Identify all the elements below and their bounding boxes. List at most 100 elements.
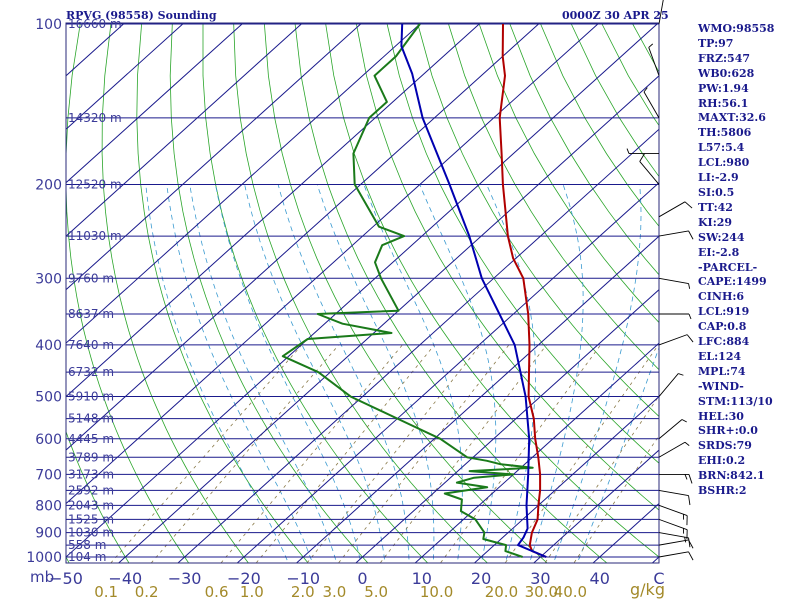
isotherm [236, 182, 659, 563]
moist-adiabats [145, 184, 659, 563]
isotherms [66, 23, 659, 563]
isotherm [177, 128, 659, 563]
dry-adiabat [66, 23, 190, 563]
temperature-tick-labels: −50 −40 −30 −20 −10 0 10 20 30 40 C [49, 569, 664, 588]
dry-adiabat [101, 23, 249, 563]
index-item: BRN:842.1 [698, 469, 765, 483]
isotherm [473, 395, 659, 563]
index-item: EL:124 [698, 349, 742, 363]
temperature-tick: −20 [227, 569, 261, 588]
dry-adiabat [169, 23, 369, 563]
mixing-ratio-tick: 20.0 [485, 583, 518, 600]
height-label: 2043 m [68, 498, 114, 512]
moist-adiabat [215, 184, 362, 563]
isotherm [66, 23, 304, 237]
pressure-tick-600: 600 [35, 432, 62, 448]
index-item: TT:42 [698, 200, 733, 214]
temperature-tick: −30 [168, 569, 202, 588]
isotherm [66, 23, 244, 184]
wind-barb [658, 489, 691, 506]
dry-adiabat [417, 23, 659, 417]
moist-adiabat [145, 184, 289, 563]
isotherm [414, 342, 659, 563]
index-item: STM:113/10 [698, 394, 773, 408]
index-item: PW:1.94 [698, 81, 749, 95]
isotherm [66, 23, 659, 558]
dry-adiabat [0, 24, 12, 568]
temperature-tick: 20 [471, 569, 491, 588]
index-item: CAP:0.8 [698, 320, 747, 334]
wind-barb [658, 0, 664, 25]
wind-barb [658, 334, 694, 346]
moist-adiabat [189, 184, 338, 563]
isotherm [66, 23, 482, 398]
pressure-tick-800: 800 [35, 498, 62, 514]
pressure-tick-500: 500 [35, 390, 62, 406]
sounding-traces [281, 23, 547, 558]
moist-adiabat [363, 184, 463, 563]
temperature-tick: −50 [49, 569, 83, 588]
indices-panel: WMO:98558 TP:97 FRZ:547 WB0:628 PW:1.94 RH:56… [698, 22, 798, 499]
mixing-ratio-tick: 0.2 [135, 583, 159, 600]
index-item: -PARCEL- [698, 260, 758, 274]
pressure-tick-100: 100 [35, 17, 62, 33]
index-item: CAPE:1499 [698, 275, 767, 289]
height-label: 16660 m [68, 17, 122, 31]
index-item: LI:-2.9 [698, 171, 739, 185]
plot-frame [65, 22, 660, 564]
height-label: 14320 m [68, 111, 122, 125]
temperature-tick: 30 [530, 569, 550, 588]
index-item: KI:29 [698, 215, 733, 229]
moist-adiabat [316, 184, 435, 563]
height-label: 11030 m [68, 229, 122, 243]
dry-adiabat [202, 24, 429, 563]
index-item: L57:5.4 [698, 141, 745, 155]
moist-adiabat [576, 346, 659, 563]
dry-adiabat [356, 23, 659, 511]
mixing-ratio-line [544, 395, 659, 563]
wind-barb [658, 441, 690, 458]
index-item: CINH:6 [698, 290, 745, 304]
dry-adiabat [509, 23, 659, 276]
index-item: EHI:0.2 [698, 454, 746, 468]
index-item: LCL:919 [698, 305, 750, 319]
pressure-tick-labels: 100 200 300 400 500 600 700 800 900 1000 [26, 17, 62, 566]
index-item: LFC:884 [698, 335, 750, 349]
height-label: 7640 m [68, 338, 114, 352]
height-label: 12520 m [68, 177, 122, 191]
wind-barb [658, 539, 694, 549]
index-item: EI:-2.8 [698, 245, 740, 259]
isotherm [532, 449, 659, 563]
temperature-tick: 0 [357, 569, 367, 588]
mixing-ratio-tick: 1.0 [240, 583, 264, 600]
mixing-ratio-line [220, 344, 403, 563]
height-label: 6732 m [68, 365, 114, 379]
pressure-tick-1000: 1000 [26, 550, 62, 566]
pressure-tick-400: 400 [35, 338, 62, 354]
height-label: 1030 m [68, 526, 114, 540]
pressure-tick-900: 900 [35, 526, 62, 542]
height-label: 8637 m [68, 307, 114, 321]
moist-adiabat [529, 184, 584, 563]
temperature-unit: C [653, 569, 664, 588]
temperature-tick: 40 [590, 569, 610, 588]
pressure-unit-label: mb [30, 568, 55, 586]
temperature-tick: 10 [412, 569, 432, 588]
mixing-ratio-tick: 30.0 [525, 583, 558, 600]
index-item: BSHR:2 [698, 484, 747, 498]
height-label: 3173 m [68, 467, 114, 481]
mixing-ratio-tick: 0.6 [205, 583, 229, 600]
index-item: SRDS:79 [698, 439, 752, 453]
wind-barb [658, 551, 694, 561]
index-item: -WIND- [698, 379, 744, 393]
station-title: RPVG (98558) Sounding [66, 9, 217, 22]
pressure-tick-700: 700 [35, 467, 62, 483]
mixing-ratio-tick-labels: 0.1 0.2 0.6 1.0 2.0 3.0 5.0 10.0 20.0 30.040.0 [94, 583, 587, 600]
wind-barb [639, 153, 660, 185]
mixing-ratio-line [306, 344, 481, 563]
temperature-tick: −10 [286, 569, 320, 588]
index-item: FRZ:547 [698, 51, 751, 65]
isobars [66, 23, 659, 558]
